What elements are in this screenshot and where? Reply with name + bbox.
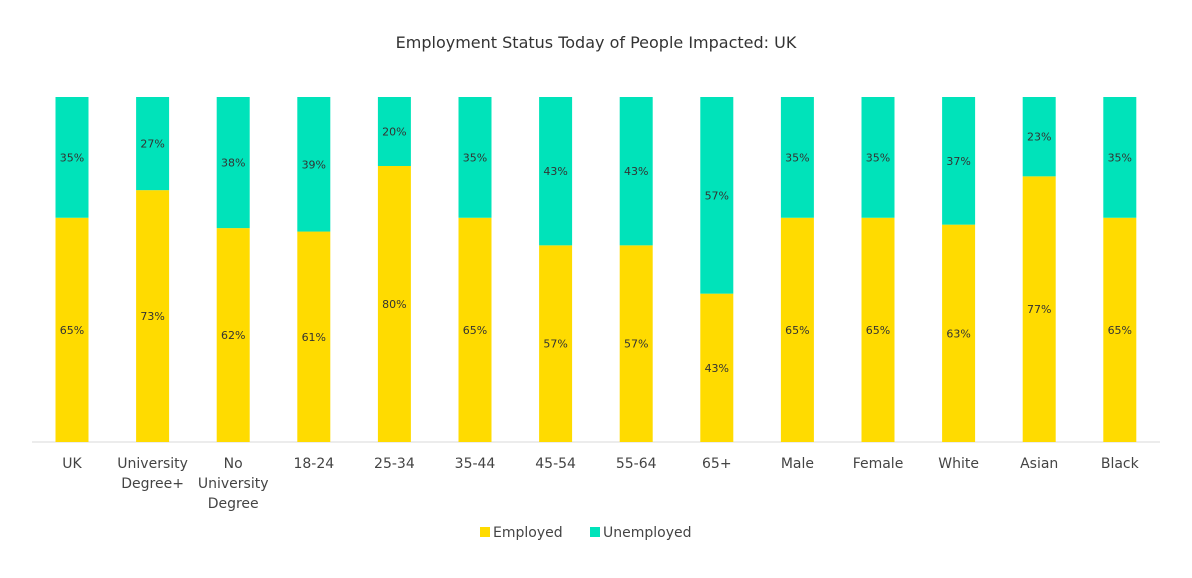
bar-unemployed-9 — [780, 97, 814, 218]
data-label: 65% — [785, 324, 809, 337]
bar-employed-10 — [861, 217, 895, 442]
x-tick-label: No University Degree — [198, 456, 269, 512]
bar-employed-2 — [216, 228, 250, 442]
bar-employed-1 — [136, 190, 170, 442]
x-tick-label: Male — [781, 456, 814, 472]
data-label: 73% — [140, 310, 164, 323]
data-label: 37% — [946, 155, 970, 168]
bar-unemployed-13 — [1103, 97, 1137, 218]
bar-unemployed-6 — [539, 97, 573, 246]
legend-swatch — [480, 527, 490, 537]
bar-employed-0 — [55, 217, 89, 442]
bar-unemployed-2 — [216, 97, 250, 229]
chart-title: Employment Status Today of People Impact… — [396, 33, 797, 52]
data-label: 65% — [463, 324, 487, 337]
data-label: 57% — [543, 338, 567, 351]
data-label: 23% — [1027, 131, 1051, 144]
bar-unemployed-3 — [297, 97, 331, 232]
data-label: 65% — [1108, 324, 1132, 337]
data-label: 35% — [60, 151, 84, 164]
bar-employed-3 — [297, 231, 331, 442]
data-label: 57% — [624, 338, 648, 351]
data-label: 43% — [705, 362, 729, 375]
x-tick-label: 65+ — [702, 456, 732, 472]
data-label: 43% — [543, 165, 567, 178]
x-tick-label: Asian — [1020, 456, 1058, 472]
bar-unemployed-5 — [458, 97, 492, 218]
x-tick-label: 45-54 — [535, 456, 576, 472]
bar-unemployed-11 — [942, 97, 976, 225]
data-label: 43% — [624, 165, 648, 178]
bar-employed-8 — [700, 293, 734, 442]
legend-label: Unemployed — [603, 525, 692, 541]
legend-swatch — [590, 527, 600, 537]
data-label: 35% — [866, 151, 890, 164]
bar-unemployed-1 — [136, 97, 170, 191]
data-label: 39% — [302, 158, 326, 171]
bar-employed-4 — [377, 166, 411, 442]
x-tick-label: Black — [1101, 456, 1140, 472]
data-label: 80% — [382, 298, 406, 311]
bar-employed-5 — [458, 217, 492, 442]
x-tick-label: 55-64 — [616, 456, 657, 472]
data-label: 20% — [382, 126, 406, 139]
bar-employed-9 — [780, 217, 814, 442]
x-tick-label: UK — [62, 456, 82, 472]
bar-employed-13 — [1103, 217, 1137, 442]
bar-employed-11 — [942, 224, 976, 442]
bar-employed-7 — [619, 245, 653, 442]
data-label: 62% — [221, 329, 245, 342]
data-label: 61% — [302, 331, 326, 344]
x-tick-label: 35-44 — [455, 456, 496, 472]
data-label: 65% — [60, 324, 84, 337]
bar-employed-6 — [539, 245, 573, 442]
data-label: 35% — [463, 151, 487, 164]
x-tick-label: 25-34 — [374, 456, 415, 472]
x-tick-label: 18-24 — [293, 456, 334, 472]
data-label: 35% — [1108, 151, 1132, 164]
bar-employed-12 — [1022, 176, 1056, 442]
bar-unemployed-7 — [619, 97, 653, 246]
x-tick-label: University Degree+ — [117, 456, 188, 492]
data-label: 27% — [140, 138, 164, 151]
bar-unemployed-0 — [55, 97, 89, 218]
x-tick-label: White — [938, 456, 979, 472]
bar-unemployed-12 — [1022, 97, 1056, 177]
data-label: 65% — [866, 324, 890, 337]
data-label: 77% — [1027, 303, 1051, 316]
x-tick-label: Female — [853, 456, 904, 472]
bar-unemployed-4 — [377, 97, 411, 166]
data-label: 35% — [785, 151, 809, 164]
bar-unemployed-8 — [700, 97, 734, 294]
legend-label: Employed — [493, 525, 563, 541]
data-label: 63% — [946, 327, 970, 340]
data-label: 38% — [221, 157, 245, 170]
bar-unemployed-10 — [861, 97, 895, 218]
data-label: 57% — [705, 189, 729, 202]
